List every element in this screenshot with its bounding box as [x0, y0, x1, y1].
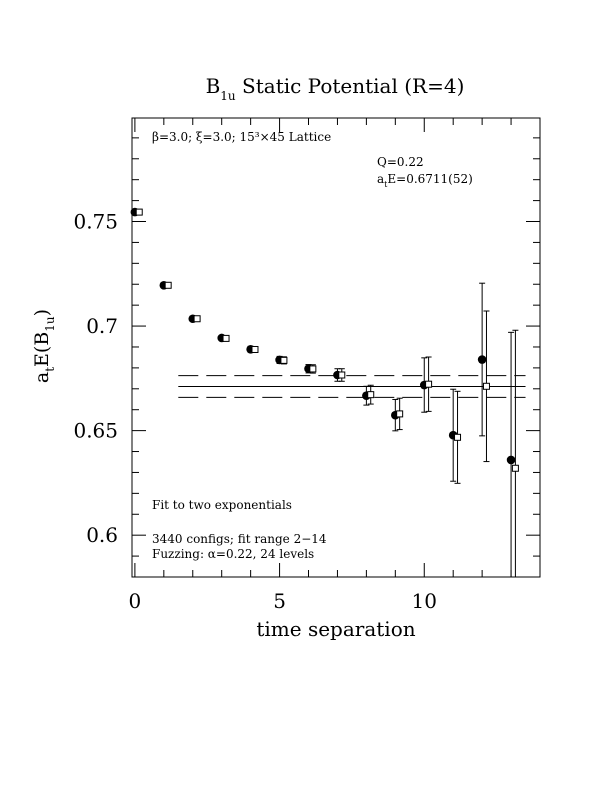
y-tick-label: 0.65: [73, 419, 118, 443]
data-point-square: [309, 365, 317, 373]
data-point-square: [280, 356, 288, 364]
data-points: [130, 207, 519, 577]
y-tick-label: 0.6: [86, 523, 118, 547]
x-tick-label: 5: [273, 589, 286, 613]
data-point-square: [135, 208, 143, 216]
data-point-square: [396, 410, 404, 418]
lattice-annotation: β=3.0; ξ=3.0; 15³×45 Lattice: [152, 130, 331, 144]
data-point-square: [511, 464, 519, 472]
fit-annotation: Fit to two exponentials: [152, 498, 292, 512]
axis-ticks: 0 5 10 0.6 0.65 0.7 0.75: [73, 118, 541, 613]
x-tick-label: 10: [412, 589, 437, 613]
data-point-square: [251, 345, 259, 353]
x-tick-label: 0: [129, 589, 142, 613]
ate-annotation: atE=0.6711(52): [377, 172, 473, 189]
data-point-square: [164, 281, 172, 289]
data-point-circle: [506, 455, 516, 465]
configs-annotation: 3440 configs; fit range 2−14: [152, 532, 327, 546]
data-point-circle: [477, 355, 487, 364]
x-axis-label: time separation: [256, 617, 415, 641]
fit-lines: [178, 375, 526, 398]
plot-frame: [131, 117, 541, 578]
y-axis-label: atE(B1u): [31, 309, 57, 383]
data-point-square: [425, 380, 433, 388]
q-annotation: Q=0.22: [377, 155, 424, 169]
y-tick-label: 0.7: [86, 314, 118, 338]
data-point-square: [222, 334, 230, 342]
data-point-square: [482, 382, 490, 390]
fuzzing-annotation: Fuzzing: α=0.22, 24 levels: [152, 547, 314, 561]
chart-title: B1u Static Potential (R=4): [206, 74, 465, 103]
y-tick-label: 0.75: [73, 210, 118, 234]
data-point-square: [454, 433, 462, 441]
data-point-square: [338, 371, 346, 379]
data-point-square: [367, 391, 375, 399]
data-point-square: [193, 315, 201, 323]
